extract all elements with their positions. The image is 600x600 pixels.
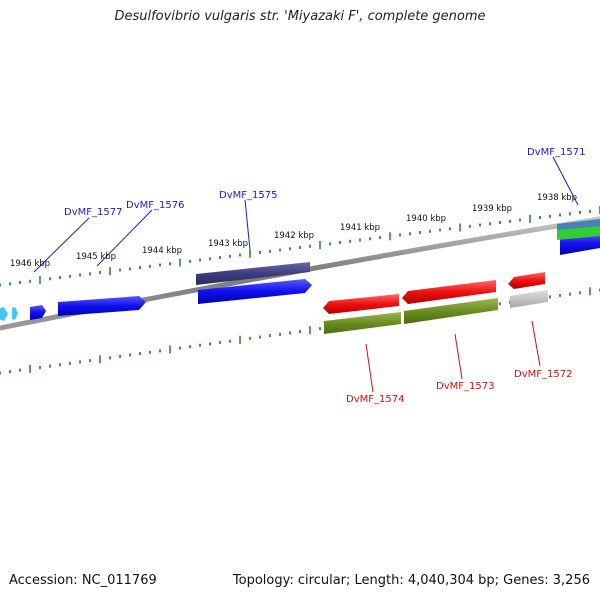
reverse-strand-genes xyxy=(323,272,545,314)
topology-text: Topology: circular; Length: 4,040,304 bp… xyxy=(232,573,590,588)
gene-arrow xyxy=(58,296,146,316)
ruler-label: 1943 kbp xyxy=(208,239,248,249)
upper-tick-ruler xyxy=(0,206,600,287)
ruler-label: 1946 kbp xyxy=(10,259,50,269)
gene-label: DvMF_1577 xyxy=(64,207,122,218)
feature-bar xyxy=(557,226,600,240)
ruler-label: 1939 kbp xyxy=(472,204,512,214)
feature-bar xyxy=(510,290,548,308)
gene-label: DvMF_1571 xyxy=(527,147,585,158)
ruler-label: 1940 kbp xyxy=(406,214,446,224)
gene-arrow xyxy=(30,305,46,320)
callout-line xyxy=(531,320,541,367)
feature-bar xyxy=(196,262,310,285)
ruler-label: 1944 kbp xyxy=(142,246,182,256)
gene-arrow xyxy=(508,272,545,289)
gene-label: DvMF_1574 xyxy=(346,394,404,405)
ruler-labels: 1946 kbp 1945 kbp 1944 kbp 1943 kbp 1942… xyxy=(10,193,577,269)
ruler-label: 1945 kbp xyxy=(76,252,116,262)
callout-line xyxy=(454,333,463,380)
gene-label: DvMF_1573 xyxy=(436,381,494,392)
accession-text: Accession: NC_011769 xyxy=(9,573,157,588)
gene-arrow xyxy=(12,307,18,320)
ruler-label: 1942 kbp xyxy=(274,231,314,241)
feature-bar xyxy=(404,298,498,324)
gene-label: DvMF_1576 xyxy=(126,200,184,211)
callout-lines xyxy=(33,156,579,393)
callout-line xyxy=(96,209,153,267)
callout-line xyxy=(552,156,579,206)
gene-arrow xyxy=(0,307,8,321)
callout-line xyxy=(365,343,374,393)
callout-line xyxy=(33,217,90,273)
gene-label: DvMF_1575 xyxy=(219,190,277,201)
genome-title: Desulfovibrio vulgaris str. 'Miyazaki F'… xyxy=(114,9,486,24)
gene-arrow xyxy=(402,280,496,304)
forward-strand-genes xyxy=(0,233,600,321)
feature-bar xyxy=(324,312,401,334)
gene-arrow xyxy=(323,294,399,314)
ruler-label: 1941 kbp xyxy=(340,223,380,233)
callout-line xyxy=(244,199,251,251)
gene-label: DvMF_1572 xyxy=(514,369,572,380)
ruler-label: 1938 kbp xyxy=(537,193,577,203)
gene-labels-upper: DvMF_1577 DvMF_1576 DvMF_1575 DvMF_1571 xyxy=(64,147,585,218)
gene-labels-lower: DvMF_1574 DvMF_1573 DvMF_1572 xyxy=(346,369,572,405)
feature-bars xyxy=(196,219,600,334)
gene-arrow xyxy=(198,279,312,304)
